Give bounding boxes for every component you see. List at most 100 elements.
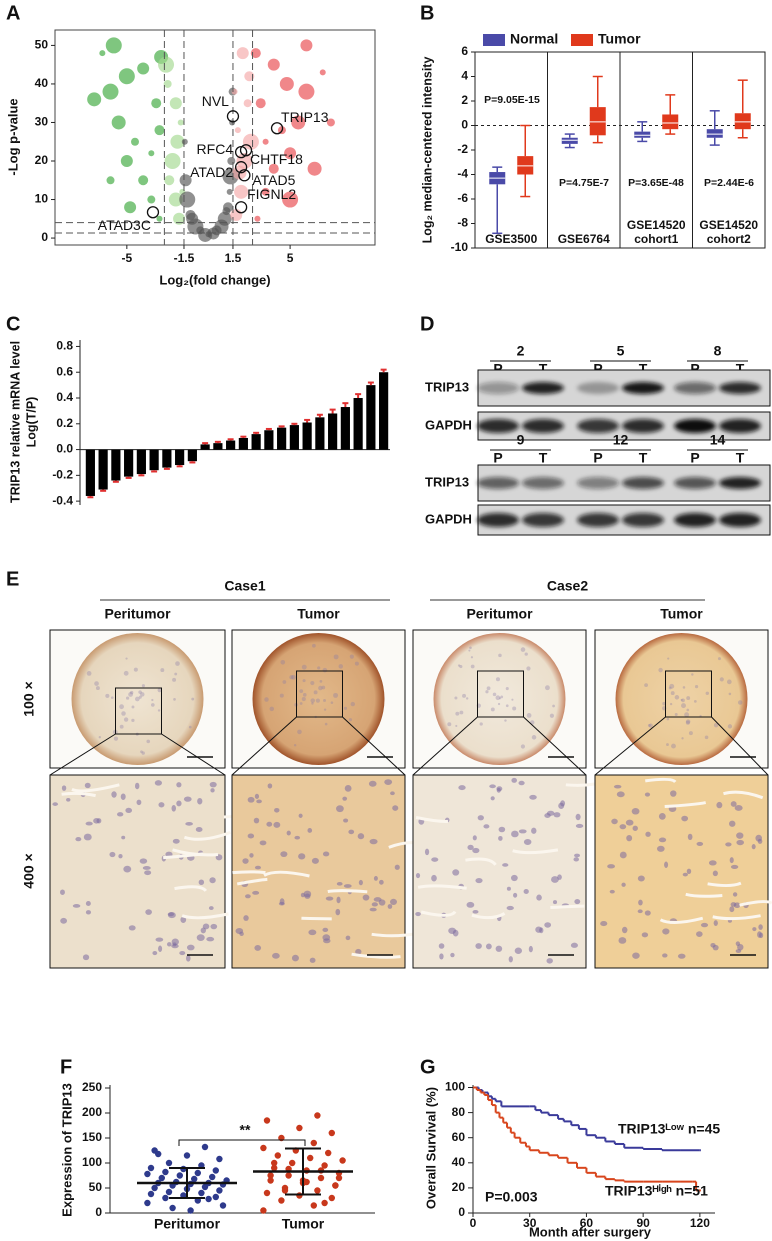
dot	[328, 1129, 335, 1137]
dot	[144, 1199, 151, 1207]
nucleus	[172, 838, 180, 844]
point	[137, 62, 150, 75]
nucleus	[136, 799, 142, 806]
nucleus	[686, 868, 692, 875]
point	[179, 191, 196, 208]
nucleus	[245, 894, 251, 899]
panel-label: G	[420, 1056, 436, 1078]
y-tick-label: 40	[35, 76, 49, 90]
legend-swatch	[571, 34, 593, 46]
dot	[165, 1159, 173, 1167]
dot	[332, 1182, 339, 1189]
box	[634, 131, 651, 138]
x-tick-label: 1.5	[225, 251, 242, 265]
nucleus	[256, 799, 262, 804]
point	[298, 83, 315, 100]
nucleus	[303, 890, 312, 898]
nucleus	[511, 830, 519, 838]
nucleus	[523, 839, 532, 845]
nucleus	[208, 906, 214, 911]
nucleus	[758, 924, 763, 930]
dot	[271, 1159, 278, 1167]
nucleus	[546, 810, 555, 816]
stain-speck	[299, 702, 303, 705]
stain-speck	[123, 670, 129, 676]
y-tick-label: 80	[452, 1105, 466, 1119]
blot-band	[719, 419, 761, 433]
stain-speck	[128, 692, 133, 697]
blot-band	[622, 382, 664, 394]
nucleus	[531, 827, 537, 834]
nucleus	[60, 889, 65, 895]
dot	[307, 1154, 314, 1162]
point	[138, 175, 149, 186]
nucleus	[384, 779, 393, 785]
nucleus	[656, 845, 665, 852]
nucleus	[641, 932, 649, 938]
point	[244, 71, 255, 82]
nucleus	[600, 921, 608, 927]
stain-speck	[141, 751, 145, 755]
stain-speck	[486, 686, 491, 691]
nucleus	[254, 793, 260, 799]
nucleus	[632, 952, 640, 959]
stain-speck	[666, 743, 669, 746]
nucleus	[294, 835, 301, 840]
nucleus	[308, 929, 317, 936]
nucleus	[729, 906, 735, 913]
stain-speck	[470, 656, 474, 659]
zoom-line	[161, 733, 226, 776]
blot-band	[719, 513, 761, 527]
y-axis-title: TRIP13 relative mRNA level	[8, 341, 22, 503]
bar	[340, 407, 350, 450]
point	[105, 37, 122, 54]
stain-speck	[694, 685, 699, 689]
lane-label: T	[736, 361, 745, 377]
point	[173, 212, 186, 225]
nucleus	[61, 785, 67, 791]
nucleus	[343, 818, 349, 823]
stain-speck	[297, 729, 302, 735]
stain-speck	[125, 657, 128, 660]
zoom-box	[296, 670, 343, 718]
y-tick-label: 0.0	[56, 442, 73, 456]
dot	[314, 1187, 321, 1194]
dot	[191, 1175, 198, 1183]
nucleus	[570, 942, 578, 948]
case-label: Case1	[224, 578, 265, 594]
nucleus	[475, 877, 483, 884]
dot	[317, 1174, 325, 1182]
dot	[151, 1184, 158, 1192]
lane-label: P	[593, 450, 602, 466]
x-tick-label: -1.5	[174, 251, 195, 265]
nucleus	[307, 827, 313, 833]
nucleus	[631, 808, 640, 815]
y-tick-label: 0.2	[56, 416, 73, 430]
stain-speck	[322, 667, 328, 673]
dot	[263, 1189, 271, 1197]
nucleus	[145, 909, 152, 915]
dot	[165, 1188, 173, 1196]
nucleus	[607, 864, 616, 869]
blot-band	[674, 477, 716, 489]
point	[261, 187, 270, 196]
nucleus	[286, 830, 291, 836]
nucleus	[729, 857, 734, 864]
nucleus	[185, 955, 191, 962]
bar	[98, 449, 108, 490]
blot-band	[477, 419, 519, 433]
dot	[216, 1187, 223, 1194]
zoom-line	[412, 716, 478, 776]
category-label: GSE3500	[485, 232, 537, 246]
box	[706, 129, 723, 138]
sinusoid	[61, 791, 96, 798]
nucleus	[206, 936, 215, 942]
stain-speck	[140, 750, 143, 754]
point	[181, 138, 188, 145]
point	[170, 134, 185, 149]
dot	[325, 1149, 332, 1157]
nucleus	[611, 818, 618, 825]
zoom-line	[711, 716, 769, 776]
zoom-line	[49, 733, 116, 776]
p-value: P=0.003	[485, 1189, 538, 1205]
